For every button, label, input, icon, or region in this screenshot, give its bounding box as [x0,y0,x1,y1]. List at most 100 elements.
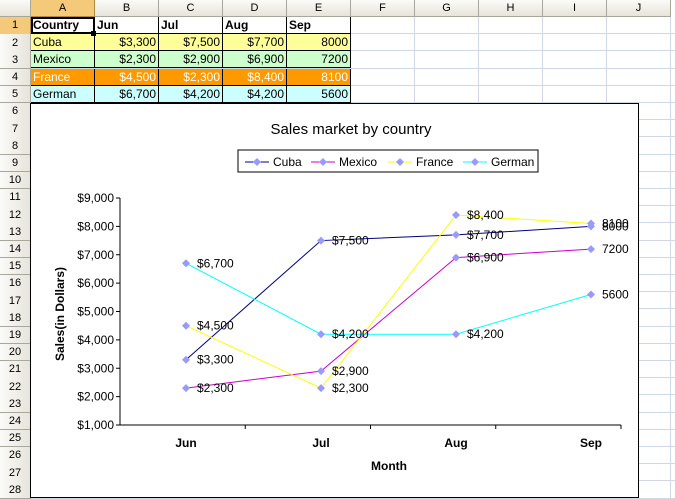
data-point-cuba [317,236,325,245]
row-header-17[interactable]: 17 [0,292,31,310]
legend-marker-german [471,158,479,166]
country-cell[interactable]: Mexico [31,51,95,69]
value-cell[interactable]: 7200 [287,51,351,69]
data-point-mexico [587,245,595,254]
value-cell[interactable]: $6,700 [95,85,159,103]
value-cell[interactable]: $2,900 [159,51,223,69]
column-header-f[interactable]: F [351,0,415,17]
value-cell[interactable]: $4,500 [95,68,159,86]
data-point-german [317,330,325,339]
row-header-6[interactable]: 6 [0,103,31,121]
row-header-22[interactable]: 22 [0,378,31,396]
month-header-cell[interactable]: Sep [287,17,351,34]
value-cell[interactable]: $7,500 [159,34,223,52]
row-header-24[interactable]: 24 [0,412,31,431]
value-cell[interactable]: $4,200 [223,85,287,103]
data-label-mexico: $2,300 [197,381,234,395]
column-header-i[interactable]: I [543,0,607,17]
value-cell[interactable]: 5600 [287,85,351,103]
row-header-11[interactable]: 11 [0,189,31,207]
select-all-corner[interactable] [0,0,31,17]
row-header-5[interactable]: 5 [0,85,31,104]
value-cell[interactable]: $8,400 [223,68,287,86]
x-tick-label: Jul [312,436,329,450]
grid-line [31,33,675,35]
value-cell[interactable]: 8000 [287,34,351,52]
row-header-9[interactable]: 9 [0,154,31,173]
data-label-german: 5600 [602,287,629,301]
row-header-4[interactable]: 4 [0,68,31,87]
value-cell[interactable]: $2,300 [159,68,223,86]
country-cell[interactable]: German [31,85,95,103]
row-header-1[interactable]: 1 [0,17,31,35]
row-header-18[interactable]: 18 [0,309,31,328]
country-cell[interactable]: France [31,68,95,86]
row-header-28[interactable]: 28 [0,481,31,499]
value-cell[interactable]: $4,200 [159,85,223,103]
data-point-france [182,321,190,330]
month-header-cell[interactable]: Jul [159,17,223,34]
legend-marker-cuba [253,158,261,166]
row-header-20[interactable]: 20 [0,343,31,362]
data-point-german [587,290,595,299]
x-tick-label: Sep [580,436,602,450]
column-header-b[interactable]: B [95,0,159,17]
y-tick-label: $7,000 [77,248,114,262]
row-header-2[interactable]: 2 [0,34,31,52]
column-header-j[interactable]: J [607,0,671,17]
column-header-e[interactable]: E [287,0,351,17]
data-label-cuba: 8000 [602,219,629,233]
row-header-13[interactable]: 13 [0,223,31,242]
x-tick-label: Jun [175,436,196,450]
row-header-19[interactable]: 19 [0,326,31,345]
fill-handle[interactable] [91,31,96,36]
x-tick-label: Aug [444,436,467,450]
month-header-cell[interactable]: Aug [223,17,287,34]
chart-area[interactable]: Sales market by country Cuba Mexico France G… [30,103,639,498]
row-header-10[interactable]: 10 [0,171,31,190]
x-axis-title: Month [371,459,407,473]
row-header-27[interactable]: 27 [0,464,31,482]
row-header-7[interactable]: 7 [0,120,31,138]
data-point-mexico [452,253,460,262]
row-header-15[interactable]: 15 [0,257,31,276]
value-cell[interactable]: $2,300 [95,51,159,69]
data-point-france [317,384,325,393]
row-header-25[interactable]: 25 [0,429,31,448]
value-cell[interactable]: $7,700 [223,34,287,52]
country-cell[interactable]: Cuba [31,34,95,52]
y-tick-label: $2,000 [77,390,114,404]
data-label-france: $4,500 [197,319,234,333]
data-label-france: $2,300 [332,381,369,395]
legend-label-cuba: Cuba [273,155,302,169]
row-header-23[interactable]: 23 [0,395,31,414]
row-header-8[interactable]: 8 [0,137,31,156]
column-header-g[interactable]: G [415,0,479,17]
data-point-german [182,259,190,268]
row-header-16[interactable]: 16 [0,275,31,293]
data-point-cuba [182,355,190,364]
column-header-c[interactable]: C [159,0,223,17]
series-line-mexico [185,248,592,389]
value-cell[interactable]: $6,900 [223,51,287,69]
row-header-3[interactable]: 3 [0,51,31,70]
column-header-a[interactable]: A [31,0,95,17]
month-header-cell[interactable]: Jun [95,17,159,34]
row-header-12[interactable]: 12 [0,206,31,224]
column-header-h[interactable]: H [479,0,543,17]
data-point-mexico [317,367,325,376]
data-label-france: $8,400 [467,208,504,222]
data-point-cuba [452,230,460,239]
row-header-26[interactable]: 26 [0,447,31,465]
data-point-german [452,330,460,339]
data-point-mexico [182,384,190,393]
cell-a1-country-header[interactable]: Country [31,17,95,34]
data-label-cuba: $7,500 [332,234,369,248]
row-header-21[interactable]: 21 [0,361,31,379]
value-cell[interactable]: $3,300 [95,34,159,52]
data-label-france: 8100 [602,217,629,231]
value-cell[interactable]: 8100 [287,68,351,86]
row-header-14[interactable]: 14 [0,240,31,259]
column-header-d[interactable]: D [223,0,287,17]
